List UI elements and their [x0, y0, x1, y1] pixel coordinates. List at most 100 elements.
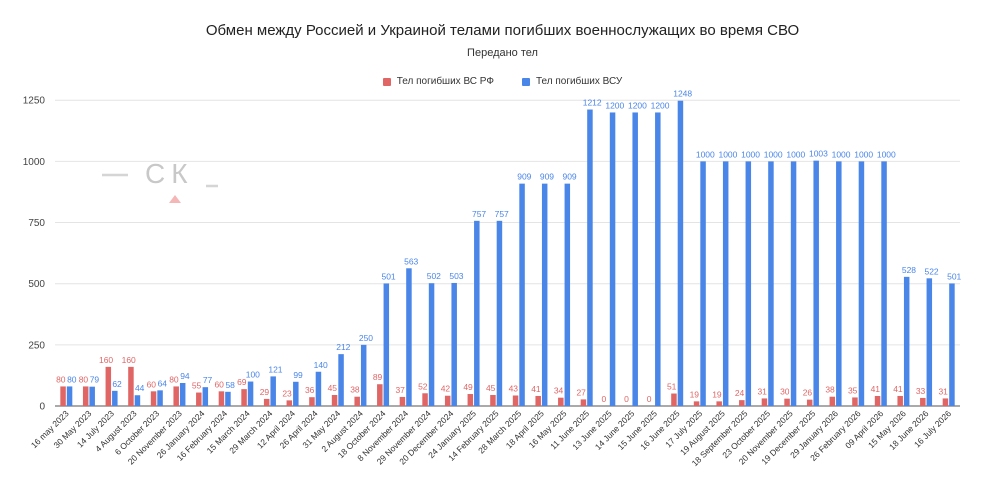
data-label-vsu: 64	[158, 378, 168, 388]
bar-vsu	[700, 161, 706, 406]
data-label-rf: 38	[825, 385, 835, 395]
bar-vsu	[609, 112, 616, 406]
bar-rf	[377, 384, 383, 406]
data-label-rf: 51	[667, 382, 677, 392]
data-label-rf: 33	[916, 386, 926, 396]
bar-vsu	[383, 283, 390, 406]
legend-item-rf[interactable]: Тел погибших ВС РФ	[382, 76, 494, 87]
bar-vsu	[360, 344, 367, 406]
data-label-vsu: 77	[203, 375, 213, 385]
data-label-vsu: 1000	[764, 149, 783, 159]
bar-vsu	[89, 386, 95, 406]
bar-vsu	[406, 268, 412, 406]
bar-rf	[196, 392, 202, 406]
data-label-vsu: 909	[517, 172, 531, 182]
bar-vsu	[745, 161, 752, 406]
data-label-vsu: 1000	[832, 149, 851, 159]
bar-rf	[693, 401, 700, 406]
bar-vsu	[926, 278, 933, 406]
bar-vsu	[496, 220, 503, 406]
bar-vsu	[428, 283, 435, 406]
data-label-rf: 55	[192, 381, 202, 391]
bar-rf	[490, 394, 496, 406]
bar-vsu	[66, 386, 73, 406]
legend-item-vsu[interactable]: Тел погибших ВСУ	[521, 76, 622, 87]
bar-vsu	[541, 183, 548, 406]
data-label-rf: 34	[554, 386, 564, 396]
bar-rf	[173, 386, 179, 406]
bar-rf	[716, 401, 722, 406]
bar-rf	[331, 394, 338, 406]
data-label-rf: 80	[79, 374, 89, 384]
bar-rf	[558, 397, 564, 406]
bar-rf	[671, 393, 677, 406]
bar-rf	[535, 395, 541, 406]
data-label-rf: 45	[486, 383, 496, 393]
bar-rf	[105, 366, 112, 406]
data-label-rf: 41	[871, 384, 881, 394]
data-label-vsu: 99	[293, 370, 303, 380]
bar-rf	[852, 397, 858, 406]
data-label-rf: 0	[624, 394, 629, 404]
data-label-vsu: 1212	[583, 98, 602, 108]
data-label-rf: 160	[122, 355, 136, 365]
data-label-rf: 30	[780, 387, 790, 397]
bar-vsu	[768, 161, 774, 406]
data-label-rf: 23	[282, 388, 292, 398]
bar-vsu	[315, 371, 322, 406]
legend-label-rf: Тел погибших ВС РФ	[396, 76, 494, 87]
bar-rf	[512, 395, 519, 406]
legend: Тел погибших ВС РФ Тел погибших ВСУ	[0, 76, 1005, 87]
data-label-vsu: 58	[225, 380, 235, 390]
data-label-rf: 60	[214, 379, 224, 389]
data-label-vsu: 757	[472, 209, 486, 219]
y-tick-label: 500	[28, 279, 45, 290]
data-label-vsu: 1003	[809, 149, 828, 159]
bar-rf	[399, 396, 406, 406]
bar-vsu	[247, 381, 254, 406]
data-label-rf: 31	[757, 386, 767, 396]
data-label-rf: 60	[147, 379, 157, 389]
data-label-vsu: 62	[112, 379, 122, 389]
data-label-rf: 80	[56, 374, 66, 384]
data-label-rf: 0	[601, 394, 606, 404]
bar-vsu	[179, 383, 186, 406]
bar-vsu	[293, 381, 299, 406]
bar-vsu	[632, 112, 638, 406]
bar-rf	[309, 397, 315, 406]
bar-rf	[897, 395, 903, 406]
bar-rf	[829, 396, 836, 406]
data-label-rf: 42	[441, 384, 451, 394]
data-label-rf: 45	[328, 383, 338, 393]
watermark-logo: СК	[102, 158, 218, 203]
bar-vsu	[157, 390, 163, 406]
y-tick-label: 0	[39, 402, 45, 413]
bar-rf	[218, 391, 225, 406]
bar-rf	[82, 386, 89, 406]
data-label-vsu: 1200	[651, 100, 670, 110]
bar-vsu	[270, 376, 276, 406]
data-label-vsu: 1000	[854, 149, 873, 159]
bar-vsu	[202, 387, 209, 406]
data-label-rf: 160	[99, 355, 113, 365]
bar-rf	[920, 397, 926, 406]
chart-subtitle: Передано тел	[467, 47, 538, 59]
bar-vsu	[451, 282, 457, 406]
bar-vsu	[474, 220, 480, 406]
bar-rf	[444, 395, 451, 406]
bar-vsu	[655, 112, 661, 406]
data-label-vsu: 1200	[628, 100, 647, 110]
bar-vsu	[564, 183, 571, 406]
bar-rf	[150, 391, 157, 406]
data-label-vsu: 80	[67, 374, 77, 384]
data-label-vsu: 212	[336, 342, 350, 352]
data-label-vsu: 79	[90, 375, 100, 385]
data-label-rf: 27	[576, 387, 586, 397]
data-label-vsu: 909	[540, 172, 554, 182]
bar-rf	[263, 398, 270, 406]
bar-vsu	[836, 161, 842, 406]
data-label-rf: 49	[463, 382, 473, 392]
data-label-vsu: 1000	[877, 149, 896, 159]
data-label-rf: 0	[647, 394, 652, 404]
